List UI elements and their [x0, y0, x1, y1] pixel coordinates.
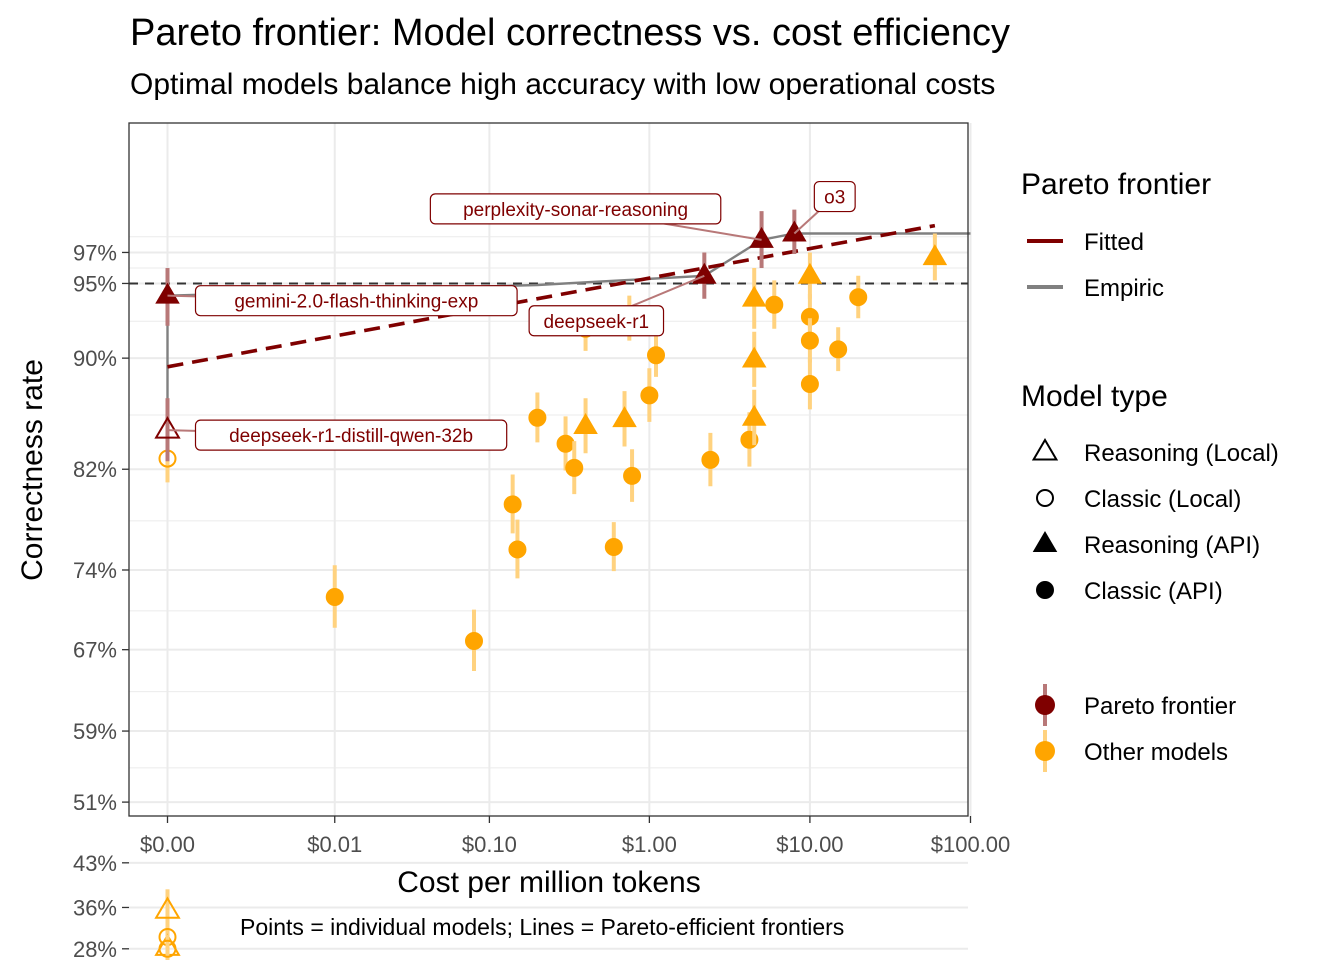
legend-label: Pareto frontier — [1084, 693, 1236, 720]
data-point — [465, 631, 484, 650]
chart-title: Pareto frontier: Model correctness vs. c… — [130, 12, 1010, 54]
legend-title-type: Model type — [1021, 380, 1168, 413]
data-points — [154, 209, 948, 960]
callout-box — [528, 305, 665, 337]
axes: $0.00 $0.01 $0.10 $1.00 $10.00 $100.00 28% 36% 4… — [73, 240, 1010, 960]
callout-label: perplexity-sonar-reasoning — [463, 200, 688, 221]
x-tick-label: $0.01 — [307, 832, 362, 857]
legend-label: Other models — [1084, 739, 1228, 766]
y-axis-title: Correctness rate — [16, 359, 49, 581]
data-point — [701, 450, 720, 469]
data-point — [640, 386, 659, 405]
data-point — [741, 404, 767, 426]
x-tick-label: $0.10 — [462, 832, 517, 857]
legend-pareto-frontier: Pareto frontier — [1035, 684, 1236, 726]
data-point — [573, 413, 598, 434]
callout-box — [429, 193, 722, 225]
callout-box — [813, 180, 856, 213]
legend-empiric: Empiric — [1027, 275, 1164, 302]
data-point — [604, 537, 623, 556]
data-point — [829, 340, 848, 359]
data-point — [556, 434, 575, 453]
callout-label: o3 — [824, 188, 845, 209]
data-point — [325, 588, 344, 607]
data-point — [623, 466, 642, 485]
y-tick-label: 82% — [73, 457, 117, 482]
callout-label: deepseek-r1 — [544, 312, 650, 333]
y-tick-label: 59% — [73, 719, 117, 744]
grid-layer — [129, 123, 972, 950]
callout-label: gemini-2.0-flash-thinking-exp — [234, 292, 478, 313]
data-point — [922, 244, 948, 266]
data-point — [154, 896, 181, 919]
legend-key-shape — [1036, 489, 1054, 507]
callout-box — [194, 285, 518, 317]
fitted-frontier-line — [167, 223, 936, 369]
callout-o3: o3 — [793, 180, 856, 235]
data-point — [800, 375, 819, 394]
legend-reasoning-local: Reasoning (Local) — [1031, 438, 1279, 467]
legend-label: Empiric — [1084, 275, 1164, 302]
data-point — [503, 495, 522, 514]
y-tick-label: 67% — [73, 638, 117, 663]
legend-other-models: Other models — [1035, 730, 1228, 772]
point-perplexity-sonar-reasoning — [749, 226, 774, 248]
legend-label: Fitted — [1084, 229, 1144, 256]
point-o3 — [782, 220, 807, 242]
x-axis-title: Cost per million tokens — [397, 866, 700, 899]
x-tick-label: $10.00 — [776, 832, 843, 857]
point-deepseek-r1-distill-qwen-32b — [154, 416, 181, 439]
legend: Pareto frontier Fitted Empiric Model type Re… — [1021, 168, 1279, 772]
data-point — [508, 540, 527, 559]
data-point — [612, 406, 637, 428]
legend-classic-local: Classic (Local) — [1036, 486, 1241, 513]
legend-key-dot — [1035, 695, 1055, 715]
callout-deepseek-r1: deepseek-r1 — [528, 274, 705, 337]
legend-key-shape — [1036, 581, 1054, 599]
y-tick-label: 90% — [73, 346, 117, 371]
legend-key-dot — [1035, 741, 1055, 761]
legend-label: Classic (API) — [1084, 578, 1223, 605]
legend-reasoning-api: Reasoning (API) — [1032, 531, 1260, 559]
x-tick-label: $100.00 — [931, 832, 1011, 857]
callout-deepseek-r1-distill-qwen-32b: deepseek-r1-distill-qwen-32b — [167, 419, 508, 451]
y-tick-label: 74% — [73, 558, 117, 583]
y-tick-label: 95% — [73, 271, 117, 296]
y-tick-label: 97% — [73, 240, 117, 265]
chart-subtitle: Optimal models balance high accuracy wit… — [130, 68, 996, 101]
legend-key-shape — [1031, 438, 1059, 461]
data-point — [800, 331, 819, 350]
legend-fitted: Fitted — [1027, 229, 1144, 256]
legend-label: Classic (Local) — [1084, 486, 1241, 513]
callout-perplexity-sonar-reasoning: perplexity-sonar-reasoning — [429, 193, 762, 241]
y-tick-label: 51% — [73, 790, 117, 815]
x-tick-label: $0.00 — [140, 832, 195, 857]
data-point — [647, 346, 666, 365]
callout-gemini-2-0-flash-thinking-exp: gemini-2.0-flash-thinking-exp — [167, 285, 518, 317]
y-tick-label: 36% — [73, 895, 117, 920]
legend-title-frontier: Pareto frontier — [1021, 168, 1211, 201]
data-point — [849, 288, 868, 307]
legend-label: Reasoning (API) — [1084, 532, 1260, 559]
chart-caption: Points = individual models; Lines = Pare… — [240, 914, 845, 940]
callout-label: deepseek-r1-distill-qwen-32b — [229, 426, 473, 447]
model-labels: gemini-2.0-flash-thinking-exp deepseek-r1… — [167, 180, 856, 451]
data-point — [528, 408, 547, 427]
point-gemini-2-0-flash-thinking-exp — [155, 282, 180, 304]
legend-classic-api: Classic (API) — [1036, 578, 1223, 605]
data-point — [741, 346, 767, 368]
callout-box — [194, 419, 508, 451]
data-point — [797, 262, 823, 284]
data-point — [158, 939, 177, 958]
data-point — [741, 285, 767, 307]
y-tick-label: 43% — [73, 851, 117, 876]
legend-key-shape — [1032, 531, 1058, 552]
data-point — [565, 458, 584, 477]
legend-label: Reasoning (Local) — [1084, 440, 1279, 467]
data-point — [765, 295, 784, 314]
y-tick-label: 28% — [73, 937, 117, 960]
x-tick-label: $1.00 — [622, 832, 677, 857]
